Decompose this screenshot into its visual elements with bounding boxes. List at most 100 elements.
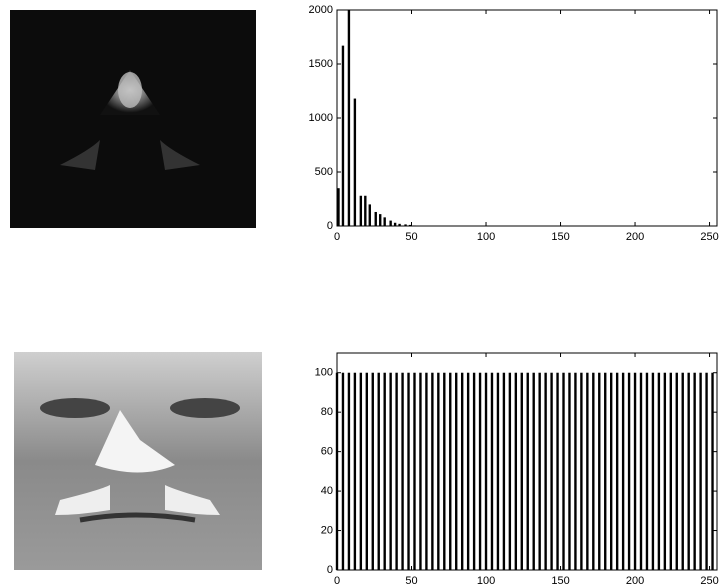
- bar: [633, 372, 637, 570]
- bar: [407, 372, 410, 570]
- bar: [443, 372, 446, 570]
- bar: [341, 372, 345, 570]
- x-tick-label: 100: [477, 231, 495, 243]
- bar: [379, 214, 382, 226]
- bar: [374, 211, 377, 226]
- bar: [377, 372, 380, 570]
- y-tick-label: 100: [315, 367, 333, 379]
- bar: [699, 372, 702, 570]
- bar: [508, 372, 512, 570]
- bar: [604, 372, 607, 570]
- bar: [598, 372, 601, 570]
- x-tick-label: 0: [334, 231, 340, 243]
- bar: [550, 372, 553, 570]
- bar: [364, 195, 367, 226]
- bar: [526, 372, 529, 570]
- bar: [574, 372, 577, 570]
- bar: [383, 217, 386, 226]
- bar: [687, 372, 690, 570]
- bar: [371, 372, 374, 570]
- bar: [627, 372, 631, 570]
- bar: [404, 224, 407, 226]
- bar: [393, 222, 397, 226]
- face-image-equalized: [14, 352, 262, 570]
- bar: [353, 372, 357, 570]
- bar: [544, 372, 547, 570]
- bar: [580, 372, 583, 570]
- bar: [341, 45, 345, 226]
- y-tick-label: 1000: [309, 112, 333, 124]
- bar: [592, 372, 595, 570]
- face-image-dark: [10, 10, 256, 228]
- bar: [621, 372, 625, 570]
- bar: [663, 372, 667, 570]
- y-tick-label: 1500: [309, 58, 333, 70]
- bar: [389, 372, 392, 570]
- bar: [693, 372, 696, 570]
- bar: [514, 372, 518, 570]
- bar: [455, 372, 458, 570]
- bar: [368, 204, 371, 226]
- bar: [532, 372, 535, 570]
- bar: [675, 372, 678, 570]
- bar: [337, 188, 340, 226]
- x-tick-label: 250: [700, 575, 718, 587]
- bar: [520, 372, 523, 570]
- bar: [413, 225, 416, 226]
- bar: [615, 372, 619, 570]
- x-tick-label: 200: [626, 575, 644, 587]
- bar: [398, 223, 401, 226]
- bar: [472, 372, 476, 570]
- bar: [711, 372, 714, 570]
- bar: [484, 372, 488, 570]
- bar: [419, 372, 422, 570]
- x-tick-label: 100: [477, 575, 495, 587]
- bar: [556, 372, 559, 570]
- bar: [425, 372, 428, 570]
- bar: [645, 372, 649, 570]
- bar: [496, 372, 500, 570]
- axes-box: [336, 9, 718, 227]
- bar: [610, 372, 613, 570]
- bar: [562, 372, 565, 570]
- bar: [651, 372, 655, 570]
- x-tick-label: 250: [700, 231, 718, 243]
- bar: [478, 372, 482, 570]
- bar: [538, 372, 541, 570]
- y-tick-label: 20: [321, 524, 333, 536]
- bar: [335, 372, 339, 570]
- bar: [681, 372, 684, 570]
- bar: [383, 372, 386, 570]
- bar: [413, 372, 416, 570]
- bar: [639, 372, 643, 570]
- bar: [568, 372, 571, 570]
- x-tick-label: 0: [334, 575, 340, 587]
- bar: [657, 372, 661, 570]
- bar: [490, 372, 494, 570]
- y-tick-label: 0: [327, 564, 333, 576]
- x-tick-label: 150: [551, 575, 569, 587]
- bar: [466, 372, 470, 570]
- bar: [389, 220, 392, 226]
- bar: [401, 372, 404, 570]
- bar: [353, 98, 357, 226]
- y-tick-label: 40: [321, 485, 333, 497]
- y-tick-label: 80: [321, 406, 333, 418]
- bar: [359, 372, 363, 570]
- x-tick-label: 50: [405, 575, 417, 587]
- bar: [669, 372, 672, 570]
- bar: [359, 195, 363, 226]
- y-tick-label: 60: [321, 446, 333, 458]
- bar: [347, 10, 351, 226]
- x-tick-label: 50: [405, 231, 417, 243]
- bar: [460, 372, 464, 570]
- bar: [408, 224, 412, 226]
- y-tick-label: 2000: [309, 4, 333, 16]
- x-tick-label: 150: [551, 231, 569, 243]
- y-tick-label: 0: [327, 220, 333, 232]
- bar: [705, 372, 708, 570]
- y-tick-label: 500: [315, 166, 333, 178]
- bar: [365, 372, 368, 570]
